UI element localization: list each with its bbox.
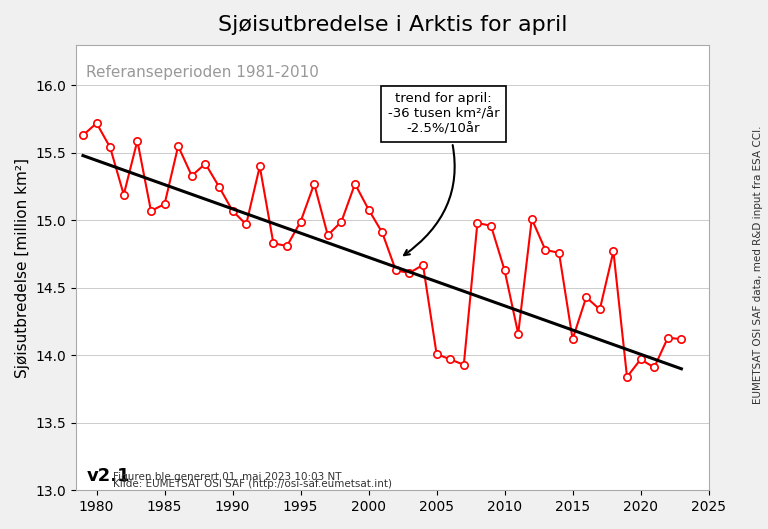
Point — [294, 217, 306, 226]
Text: trend for april:
-36 tusen km²/år
-2.5%/10år: trend for april: -36 tusen km²/år -2.5%/… — [388, 92, 499, 255]
Point — [498, 266, 511, 275]
Point — [145, 207, 157, 215]
Point — [199, 159, 211, 168]
Point — [158, 200, 170, 208]
Point — [322, 231, 334, 240]
Point — [648, 363, 660, 372]
Point — [662, 333, 674, 342]
Text: EUMETSAT OSI SAF data, med R&D input fra ESA CCI.: EUMETSAT OSI SAF data, med R&D input fra… — [753, 125, 763, 404]
Point — [77, 131, 89, 140]
Point — [91, 119, 103, 127]
Point — [525, 215, 538, 223]
Point — [444, 355, 456, 363]
Point — [472, 219, 484, 227]
Point — [417, 261, 429, 269]
Text: Figuren ble generert 01. mai 2023 10:03 NT: Figuren ble generert 01. mai 2023 10:03 … — [113, 471, 342, 481]
Text: Kilde: EUMETSAT OSI SAF (http://osi-saf.eumetsat.int): Kilde: EUMETSAT OSI SAF (http://osi-saf.… — [113, 479, 392, 489]
Point — [227, 207, 239, 215]
Point — [118, 190, 130, 199]
Point — [349, 180, 361, 188]
Point — [267, 239, 280, 248]
Point — [336, 217, 348, 226]
Point — [362, 205, 375, 214]
Point — [213, 183, 225, 191]
Point — [607, 247, 620, 256]
Point — [186, 171, 198, 180]
Point — [376, 228, 389, 236]
Text: Referanseperioden 1981-2010: Referanseperioden 1981-2010 — [86, 65, 319, 80]
Point — [634, 355, 647, 363]
Point — [104, 143, 116, 152]
Point — [430, 350, 442, 358]
Point — [675, 335, 687, 343]
Point — [594, 305, 606, 314]
Y-axis label: Sjøisutbredelse [million km²]: Sjøisutbredelse [million km²] — [15, 158, 30, 378]
Text: v2.1: v2.1 — [87, 467, 131, 485]
Point — [485, 222, 497, 230]
Point — [512, 330, 525, 338]
Point — [389, 266, 402, 275]
Point — [539, 246, 551, 254]
Point — [308, 180, 320, 188]
Point — [131, 136, 144, 145]
Point — [580, 293, 592, 302]
Title: Sjøisutbredelse i Arktis for april: Sjøisutbredelse i Arktis for april — [217, 15, 567, 35]
Point — [281, 242, 293, 250]
Point — [403, 269, 415, 277]
Point — [567, 335, 579, 343]
Point — [240, 220, 253, 229]
Point — [172, 142, 184, 150]
Point — [553, 249, 565, 257]
Point — [253, 162, 266, 170]
Point — [621, 372, 633, 381]
Point — [458, 361, 470, 369]
